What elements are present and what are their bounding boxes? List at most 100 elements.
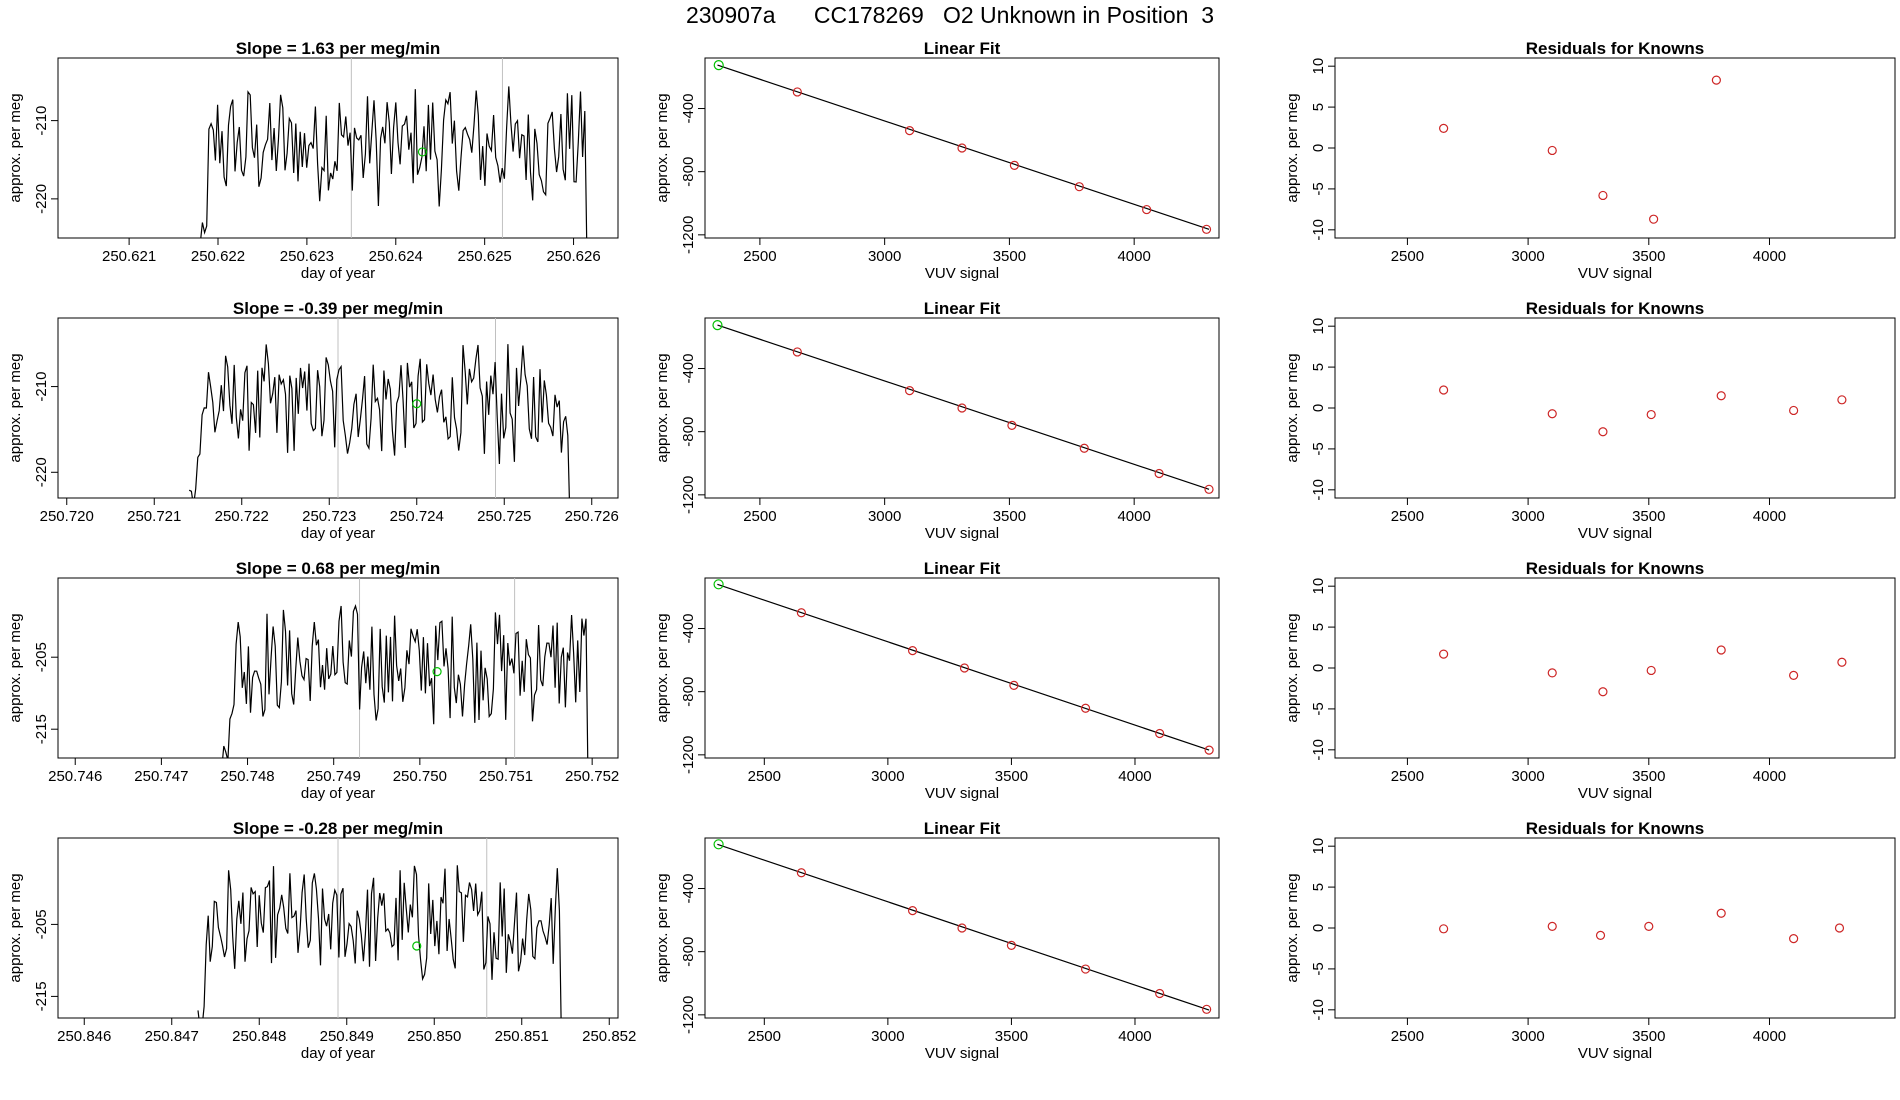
y-tick-label: -400 [680, 614, 697, 644]
y-tick-label: -1200 [680, 476, 697, 514]
x-tick-label: 4000 [1753, 248, 1786, 265]
chart-panel-12: Residuals for Knowns 2500 3000 3500 4000 10 5 0… [1284, 819, 1896, 1062]
y-tick-label: 0 [1310, 664, 1327, 672]
residual-point [1716, 645, 1726, 655]
residual-point [1439, 123, 1449, 133]
chart-panel-9: Residuals for Knowns 2500 3000 3500 4000 10 5 0… [1284, 559, 1896, 802]
y-tick-label: 0 [1310, 924, 1327, 932]
residual-point [1439, 924, 1449, 934]
known-point [1202, 1004, 1212, 1014]
signal-trace [197, 865, 562, 1018]
plot-frame [704, 837, 1220, 1019]
x-tick-label: 250.851 [495, 1028, 549, 1045]
unknown-mean-point [412, 941, 422, 951]
x-tick-label: 250.751 [479, 768, 533, 785]
known-point [1204, 745, 1214, 755]
known-point [905, 126, 915, 136]
residual-point [1646, 665, 1656, 676]
x-axis-label: day of year [301, 785, 375, 802]
y-tick-label: -5 [1310, 182, 1327, 195]
residual-point [1789, 934, 1799, 944]
x-axis-label: VUV signal [925, 785, 999, 802]
residual-point [1598, 687, 1608, 697]
unknown-point [712, 320, 723, 331]
residual-point [1439, 385, 1449, 395]
y-tick-label: 5 [1310, 103, 1327, 111]
x-axis-label: VUV signal [1578, 525, 1652, 542]
y-tick-label: -800 [680, 157, 697, 187]
y-tick-label: -220 [33, 457, 50, 487]
y-tick-label: -10 [1310, 219, 1327, 241]
y-tick-label: -210 [33, 372, 50, 402]
known-point [1080, 964, 1091, 974]
x-tick-label: 250.723 [302, 508, 356, 525]
residual-point [1595, 930, 1606, 940]
y-tick-label: -800 [680, 937, 697, 967]
known-point [796, 868, 806, 878]
y-axis-label: approx. per meg [1284, 873, 1301, 982]
plot-frame [704, 57, 1220, 239]
chart-panel-4: Slope = -0.39 per meg/min 250.720 250.721 2… [7, 299, 619, 542]
x-tick-label: 3000 [1511, 248, 1544, 265]
y-tick-label: -205 [33, 642, 50, 672]
y-tick-label: -800 [680, 417, 697, 447]
residual-point [1837, 395, 1847, 405]
y-tick-label: -1200 [680, 996, 697, 1034]
residual-point [1644, 921, 1654, 931]
fit-line [717, 843, 1210, 1011]
x-tick-label: 250.850 [407, 1028, 461, 1045]
known-point [959, 663, 970, 673]
x-tick-label: 250.625 [458, 248, 512, 265]
plot-frame [1334, 57, 1896, 239]
signal-trace [200, 86, 588, 238]
x-tick-label: 250.750 [393, 768, 447, 785]
known-point [1142, 204, 1152, 215]
unknown-point [713, 839, 724, 850]
y-tick-label: -5 [1310, 702, 1327, 715]
chart-title: Residuals for Knowns [1526, 819, 1705, 838]
x-axis-label: day of year [301, 265, 375, 282]
residual-point [1547, 145, 1557, 156]
chart-title: Slope = -0.39 per meg/min [233, 299, 443, 318]
known-point [1009, 680, 1019, 690]
y-tick-label: 5 [1310, 623, 1327, 631]
x-tick-label: 250.622 [191, 248, 245, 265]
fit-line [717, 64, 1210, 230]
x-tick-label: 2500 [743, 508, 776, 525]
x-axis-label: VUV signal [1578, 785, 1652, 802]
x-tick-label: 3500 [1632, 248, 1665, 265]
residual-point [1598, 427, 1608, 437]
known-point [1074, 182, 1084, 192]
known-point [1006, 940, 1017, 950]
y-tick-label: 0 [1310, 404, 1327, 412]
chart-panel-5: Linear Fit 2500 3000 3500 4000 -400 -800 -1200 V… [654, 299, 1220, 542]
plot-frame [1334, 837, 1896, 1019]
known-point [1154, 468, 1164, 479]
chart-title: Residuals for Knowns [1526, 559, 1705, 578]
residual-point [1649, 214, 1659, 224]
residual-point [1789, 670, 1799, 680]
y-tick-label: -215 [33, 714, 50, 744]
y-axis-label: approx. per meg [7, 93, 24, 202]
x-tick-label: 3500 [1632, 1028, 1665, 1045]
x-tick-label: 3000 [871, 1028, 904, 1045]
signal-trace [188, 344, 570, 498]
known-point [1080, 703, 1091, 713]
chart-panel-3: Residuals for Knowns 2500 3000 3500 4000 10 5 0… [1284, 39, 1896, 282]
page-title: 230907a CC178269 O2 Unknown in Position … [685, 2, 1215, 28]
y-axis-label: approx. per meg [1284, 613, 1301, 722]
x-tick-label: 250.720 [40, 508, 94, 525]
chart-panel-1: Slope = 1.63 per meg/min 250.621 250.622 25… [7, 39, 619, 282]
y-tick-label: -1200 [680, 736, 697, 774]
plot-frame [1334, 317, 1896, 499]
y-tick-label: -5 [1310, 962, 1327, 975]
unknown-point [713, 60, 724, 71]
y-axis-label: approx. per meg [7, 613, 24, 722]
chart-title: Residuals for Knowns [1526, 299, 1705, 318]
x-tick-label: 3000 [1511, 508, 1544, 525]
x-tick-label: 4000 [1753, 768, 1786, 785]
known-point [1007, 420, 1017, 430]
known-point [792, 347, 802, 357]
x-tick-label: 3000 [1511, 768, 1544, 785]
